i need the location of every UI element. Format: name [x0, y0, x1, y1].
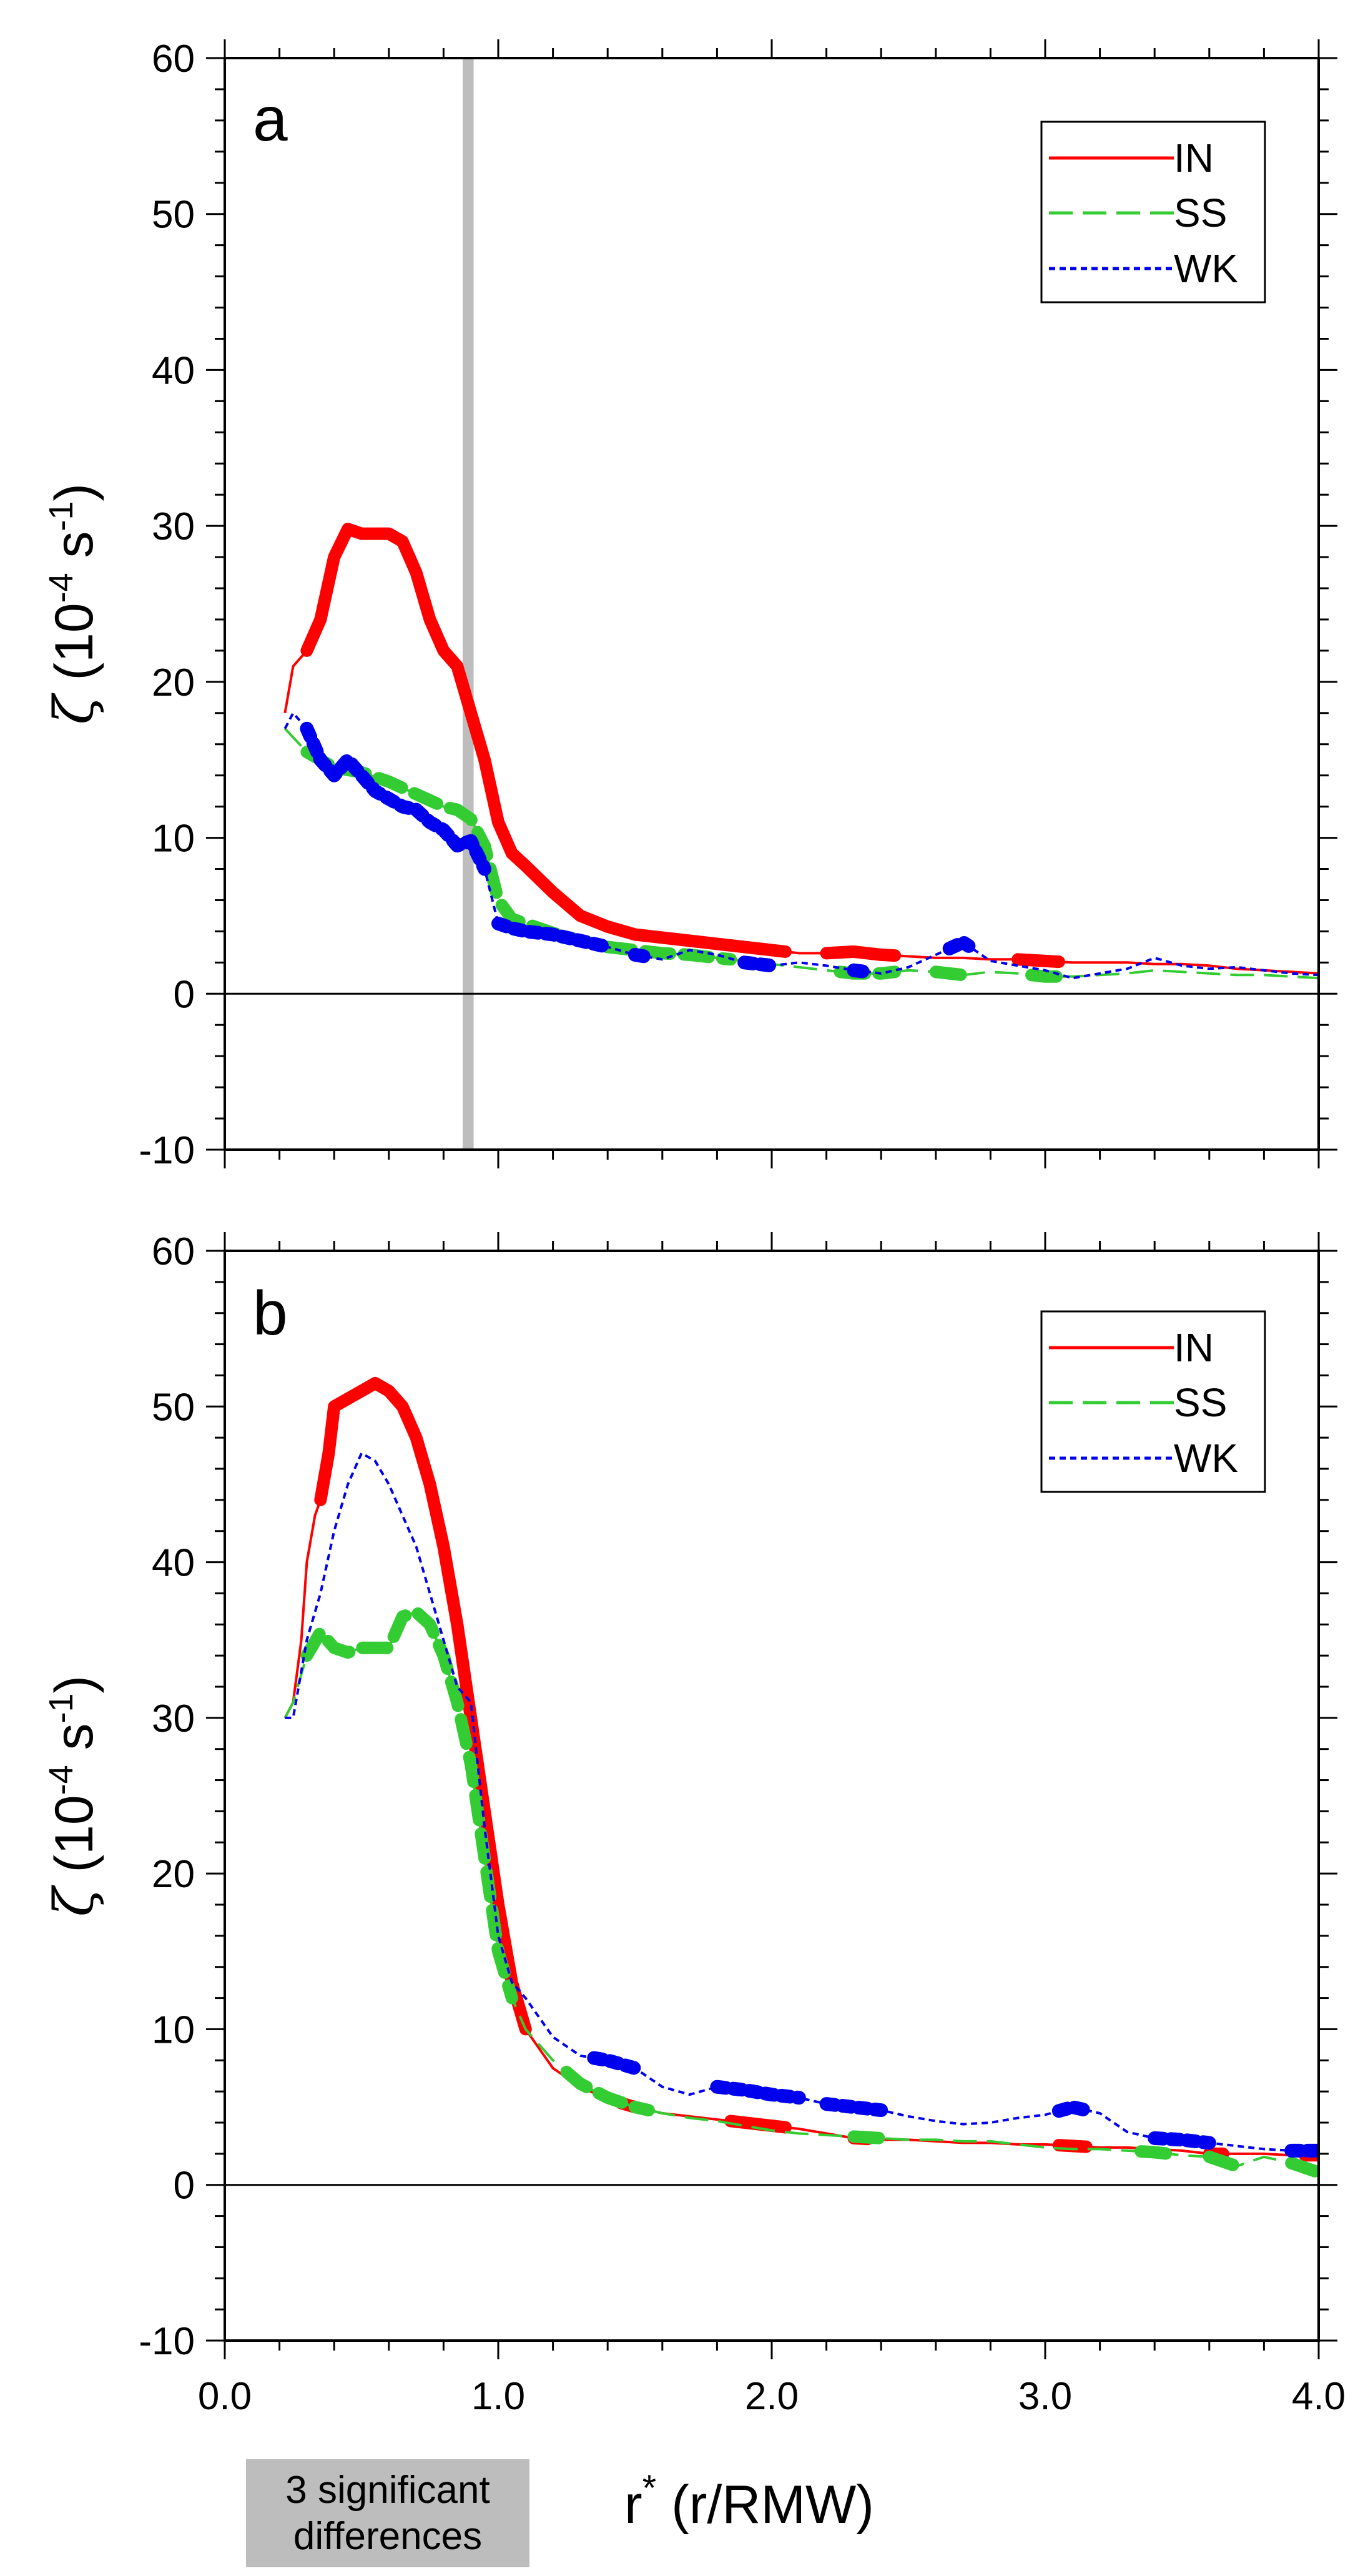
panel-label: b	[253, 1278, 288, 1348]
y-tick-labels: -10 0 10 20 30 40 50 60	[139, 37, 195, 1172]
axis-ticks	[206, 1232, 1337, 2359]
legend: IN SS WK	[1040, 1310, 1266, 1493]
x-axis-title: r* (r/RMW)	[624, 2468, 874, 2535]
legend-label-ss: SS	[1174, 1380, 1227, 1425]
series-bold-ss	[1285, 2156, 1319, 2179]
significance-box: 3 significant differences	[246, 2459, 529, 2567]
series-bold-wk	[628, 947, 656, 964]
series-bold-ss	[1203, 2150, 1243, 2173]
y-tick-label: -10	[139, 2320, 195, 2363]
series-bold-wk	[300, 721, 492, 876]
series-line-wk	[285, 1452, 1319, 2152]
panel-b: -10 0 10 20 30 40 50 60 0.0 1.0 2.0 3.0 4.0 b ζ (10…	[42, 1230, 1346, 2418]
series-line-ss	[283, 728, 1319, 980]
series-bold-ss	[1134, 2145, 1175, 2160]
svg-text:ζ (10-4 s-1): ζ (10-4 s-1)	[42, 483, 106, 724]
y-tick-label: 40	[152, 349, 195, 392]
series-bold-wk	[737, 955, 779, 973]
series-line-wk	[283, 711, 1319, 980]
y-axis-title: ζ (10-4 s-1)	[42, 1675, 106, 1917]
y-axis-title: ζ (10-4 s-1)	[42, 483, 106, 724]
series-bold-wk	[1051, 2100, 1093, 2118]
series-bold-in	[300, 523, 792, 958]
y-tick-label: 50	[152, 194, 195, 237]
axis-ticks	[206, 39, 1337, 1168]
significance-band-rect	[463, 58, 474, 1150]
panel-label: a	[253, 84, 288, 154]
series-bold-ss	[560, 2066, 655, 2117]
y-tick-label: 0	[174, 973, 195, 1016]
legend-label-wk: WK	[1174, 246, 1238, 291]
series-bold-ss	[300, 1606, 518, 2005]
legend-label-wk: WK	[1174, 1436, 1238, 1481]
legend-label-in: IN	[1174, 1325, 1214, 1370]
y-tick-label: 0	[174, 2164, 195, 2208]
legend-label-in: IN	[1174, 136, 1214, 180]
y-tick-label: 30	[152, 505, 195, 548]
y-tick-label: 20	[152, 661, 195, 704]
x-tick-label: 0.0	[198, 2375, 252, 2418]
y-tick-label: 20	[152, 1853, 195, 1896]
series-bold-wk	[587, 2051, 642, 2075]
series-bold-in	[724, 2115, 792, 2134]
y-tick-label: 30	[152, 1697, 195, 1740]
y-tick-label: 50	[152, 1386, 195, 1429]
series-line-in	[283, 528, 1319, 975]
series-bold-ss	[847, 2130, 888, 2144]
zeta-symbol: ζ	[43, 1885, 106, 1917]
series-bold-wk	[942, 935, 976, 955]
series-bold-wk	[1148, 2131, 1216, 2150]
x-tick-label: 1.0	[471, 2375, 525, 2418]
series-bold-in	[1052, 2139, 1093, 2153]
series-bold-in	[820, 945, 902, 962]
y-tick-label: -10	[139, 1129, 195, 1172]
x-tick-label: 3.0	[1018, 2375, 1072, 2418]
series-bold-wk	[710, 2080, 806, 2105]
x-tick-label: 2.0	[745, 2375, 799, 2418]
legend: IN SS WK	[1040, 121, 1266, 303]
series-bold-wk	[819, 2097, 888, 2118]
legend-box	[1040, 1310, 1266, 1493]
series-bold-wk	[847, 963, 875, 979]
series-bold-ss	[300, 746, 737, 966]
y-tick-label: 40	[152, 1542, 195, 1585]
series-group	[283, 523, 1319, 983]
series-bold-ss	[929, 965, 970, 982]
x-tick-labels: 0.0 1.0 2.0 3.0 4.0	[198, 2375, 1346, 2418]
y-tick-labels: -10 0 10 20 30 40 50 60	[139, 1230, 195, 2363]
panel-a: -10 0 10 20 30 40 50 60 a ζ (10-4 s-1) IN SS WK	[42, 37, 1337, 1172]
series-line-ss	[283, 1611, 1319, 2174]
series-bold-ss	[1025, 969, 1065, 983]
legend-label-ss: SS	[1174, 190, 1227, 235]
significance-band	[463, 58, 474, 1150]
y-tick-label: 60	[152, 37, 195, 81]
y-tick-label: 60	[152, 1230, 195, 1273]
series-line-in	[283, 1381, 1319, 2157]
significance-line-1: 3 significant	[285, 2468, 490, 2512]
svg-text:ζ (10-4 s-1): ζ (10-4 s-1)	[42, 1675, 106, 1917]
y-tick-label: 10	[152, 817, 195, 861]
y-tick-label: 10	[152, 2008, 195, 2051]
series-bold-wk	[491, 916, 615, 954]
x-tick-label: 4.0	[1292, 2375, 1346, 2418]
significance-line-2: differences	[293, 2514, 483, 2558]
series-group	[283, 1376, 1319, 2179]
legend-box	[1040, 121, 1266, 303]
series-bold-in	[314, 1376, 532, 2036]
series-bold-in	[1011, 953, 1065, 969]
zeta-symbol: ζ	[43, 693, 106, 724]
